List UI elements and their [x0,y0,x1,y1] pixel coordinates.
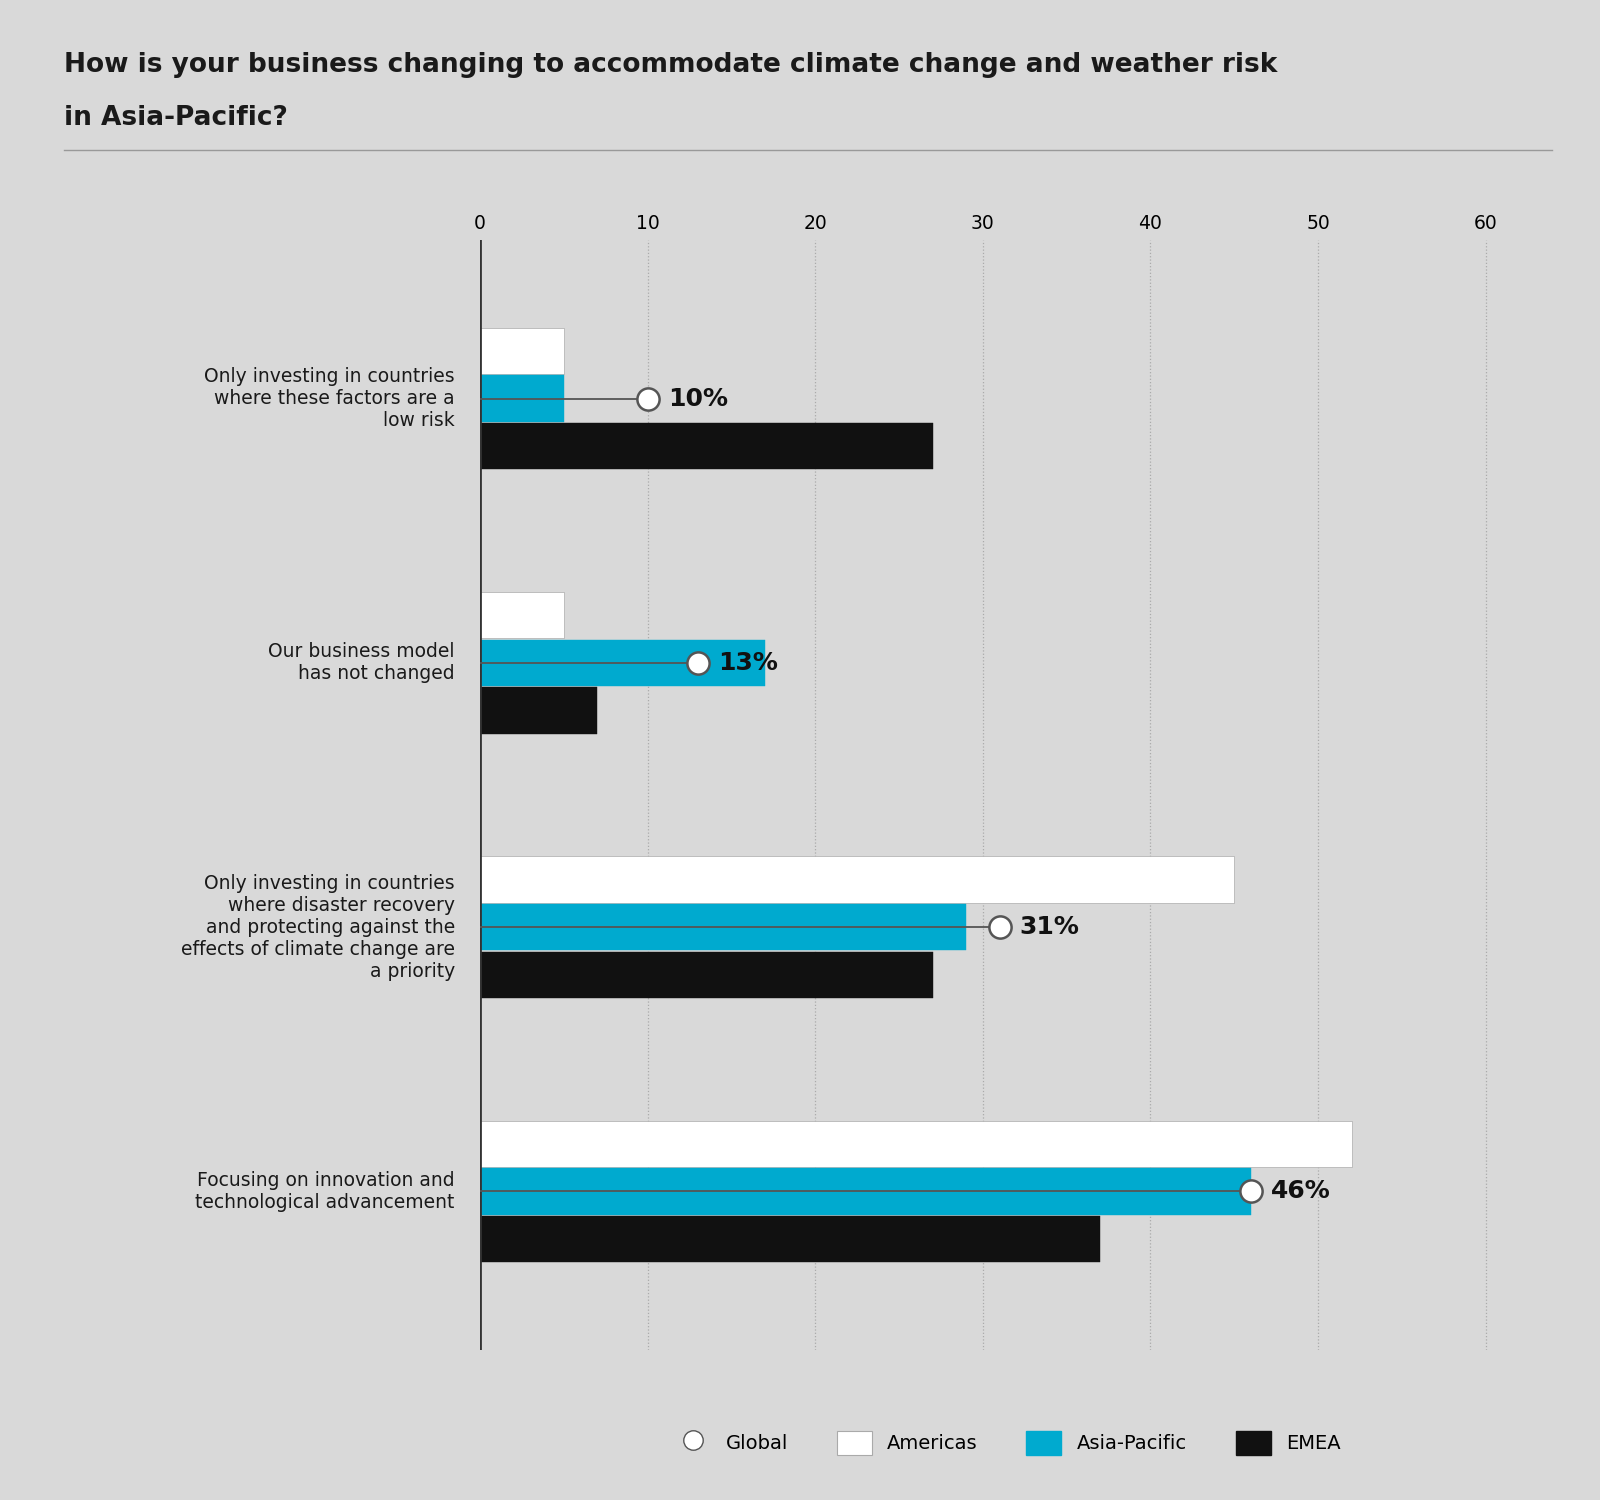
Text: Only investing in countries
where disaster recovery
and protecting against the
e: Only investing in countries where disast… [181,873,454,981]
Bar [480,856,1234,903]
Legend: Global, Americas, Asia-Pacific, EMEA: Global, Americas, Asia-Pacific, EMEA [667,1424,1349,1462]
Text: 31%: 31% [1019,915,1080,939]
Bar [480,904,966,950]
Text: 13%: 13% [718,651,778,675]
Bar [480,328,563,374]
Bar [480,687,597,734]
Text: Our business model
has not changed: Our business model has not changed [269,642,454,684]
Text: Focusing on innovation and
technological advancement: Focusing on innovation and technological… [195,1172,454,1212]
Text: Only investing in countries
where these factors are a
low risk: Only investing in countries where these … [205,368,454,430]
Text: in Asia-Pacific?: in Asia-Pacific? [64,105,288,130]
Bar [480,1168,1251,1215]
Bar [480,592,563,639]
Text: 46%: 46% [1270,1179,1331,1203]
Bar [480,951,933,998]
Text: 10%: 10% [667,387,728,411]
Bar [480,375,563,422]
Bar [480,1216,1101,1261]
Bar [480,640,765,686]
Bar [480,423,933,470]
Text: How is your business changing to accommodate climate change and weather risk: How is your business changing to accommo… [64,53,1277,78]
Bar [480,1120,1352,1167]
